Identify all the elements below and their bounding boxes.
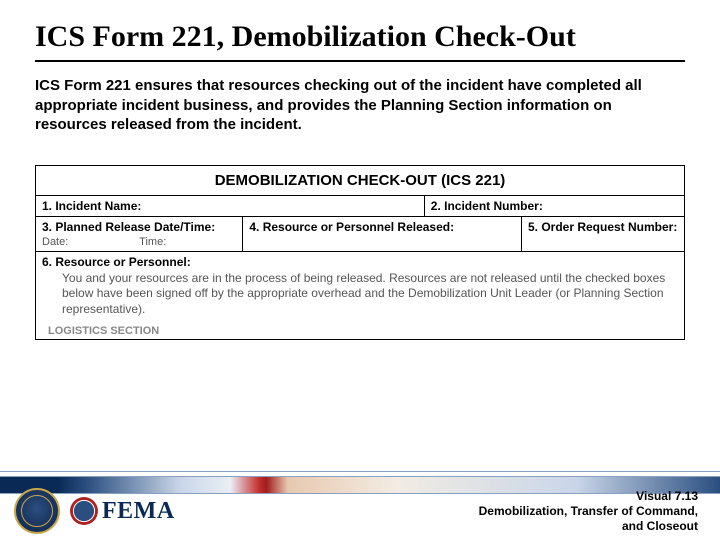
form-header: DEMOBILIZATION CHECK-OUT (ICS 221): [36, 166, 684, 195]
label-resource-released: 4. Resource or Personnel Released:: [249, 220, 454, 234]
footer-text: Visual 7.13 Demobilization, Transfer of …: [479, 489, 698, 534]
ics221-form: DEMOBILIZATION CHECK-OUT (ICS 221) 1. In…: [35, 165, 685, 341]
footer-hairline: [0, 471, 720, 472]
fema-wordmark: FEMA: [102, 498, 175, 525]
visual-number: Visual 7.13: [479, 489, 698, 504]
logo-group: FEMA: [14, 488, 175, 534]
field-planned-release: 3. Planned Release Date/Time: Date: Time…: [36, 217, 243, 251]
footer-line3: and Closeout: [479, 519, 698, 534]
field6-body-text: You and your resources are in the proces…: [42, 269, 678, 326]
content-area: ICS Form 221, Demobilization Check-Out I…: [0, 0, 720, 340]
dhs-seal-icon: [14, 488, 60, 534]
field-resource-released: 4. Resource or Personnel Released:: [243, 217, 522, 251]
field-incident-number: 2. Incident Number:: [425, 196, 684, 216]
logistics-section-label: LOGISTICS SECTION: [42, 325, 678, 339]
fema-swirl-icon: [70, 497, 98, 525]
label-planned-release: 3. Planned Release Date/Time:: [42, 220, 215, 234]
field-resource-personnel: 6. Resource or Personnel: You and your r…: [36, 252, 684, 340]
footer-line2: Demobilization, Transfer of Command,: [479, 504, 698, 519]
form-row-1: 1. Incident Name: 2. Incident Number:: [36, 195, 684, 216]
label-incident-name: 1. Incident Name:: [42, 199, 141, 213]
slide-root: ICS Form 221, Demobilization Check-Out I…: [0, 0, 720, 540]
label-incident-number: 2. Incident Number:: [431, 199, 543, 213]
field-incident-name: 1. Incident Name:: [36, 196, 425, 216]
label-order-request: 5. Order Request Number:: [528, 220, 677, 234]
label-resource-personnel: 6. Resource or Personnel:: [42, 255, 191, 269]
date-time-subrow: Date: Time:: [42, 234, 236, 248]
form-row-2: 3. Planned Release Date/Time: Date: Time…: [36, 216, 684, 251]
fema-logo: FEMA: [70, 497, 175, 525]
field-order-request: 5. Order Request Number:: [522, 217, 684, 251]
label-time: Time:: [139, 236, 236, 248]
form-row-3: 6. Resource or Personnel: You and your r…: [36, 251, 684, 340]
slide-title: ICS Form 221, Demobilization Check-Out: [35, 20, 685, 62]
intro-paragraph: ICS Form 221 ensures that resources chec…: [35, 76, 685, 135]
label-date: Date:: [42, 236, 139, 248]
